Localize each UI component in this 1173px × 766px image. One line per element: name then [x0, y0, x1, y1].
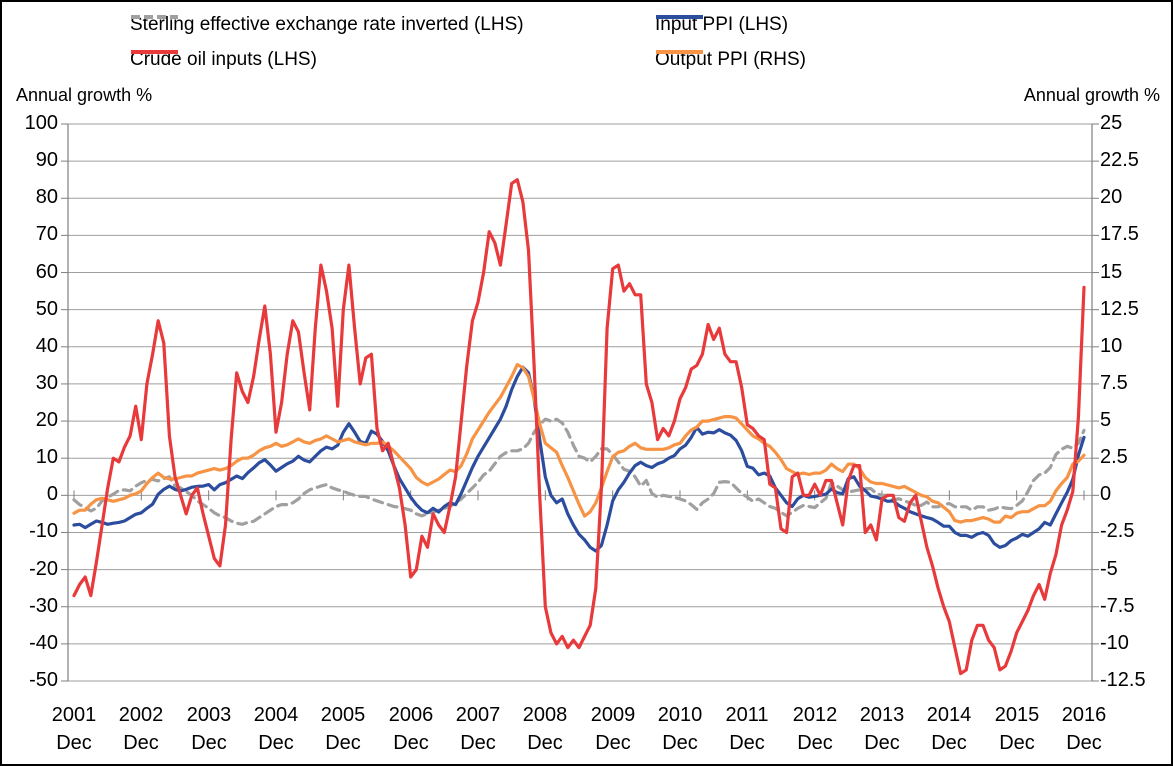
x-axis-month-label: Dec — [729, 732, 765, 754]
right-axis-tick-label: 0 — [1100, 483, 1112, 505]
left-axis-tick-label: 30 — [35, 372, 58, 394]
left-axis-tick-label: 40 — [35, 335, 58, 357]
dashed-line-sample-icon — [131, 15, 178, 19]
right-axis-tick-label: -10 — [1100, 632, 1129, 654]
x-axis-month-label: Dec — [191, 732, 227, 754]
series-line-crude-oil-inputs-lhs — [72, 178, 1086, 676]
right-axis-tick-label: 12.5 — [1100, 298, 1139, 320]
left-axis-tick-label: -30 — [29, 595, 58, 617]
left-axis-tick-label: 10 — [35, 446, 58, 468]
right-axis-tick-label: -12.5 — [1100, 669, 1146, 691]
left-axis-tick-label: 100 — [24, 112, 58, 134]
left-axis-tick-label: 80 — [35, 186, 58, 208]
left-axis-tick-label: 50 — [35, 298, 58, 320]
right-axis-tick-label: 15 — [1100, 261, 1123, 283]
x-axis-month-label: Dec — [1066, 732, 1102, 754]
x-axis-month-label: Dec — [662, 732, 698, 754]
x-axis-year-label: 2008 — [522, 704, 568, 726]
left-axis-tick-label: 0 — [46, 483, 58, 505]
right-axis-tick-label: 7.5 — [1100, 372, 1128, 394]
legend-item-sterling-eri: Sterling effective exchange rate inverte… — [130, 13, 524, 37]
legend-item-crude-oil: Crude oil inputs (LHS) — [130, 48, 317, 72]
x-axis-month-label: Dec — [258, 732, 294, 754]
x-axis-year-label: 2001 — [51, 704, 97, 726]
legend-label-input-ppi: Input PPI (LHS) — [655, 14, 789, 35]
x-axis-year-label: 2009 — [590, 704, 636, 726]
legend-item-input-ppi: Input PPI (LHS) — [655, 13, 788, 37]
left-axis-tick-label: 60 — [35, 261, 58, 283]
series-line-output-ppi-rhs — [72, 363, 1086, 524]
line-sample-icon — [656, 50, 703, 54]
x-axis-month-label: Dec — [595, 732, 631, 754]
right-axis-tick-label: -5 — [1100, 558, 1118, 580]
legend-label-sterling-eri: Sterling effective exchange rate inverte… — [130, 14, 524, 35]
left-axis-tick-label: 20 — [35, 409, 58, 431]
left-axis-tick-label: -40 — [29, 632, 58, 654]
legend-item-output-ppi: Output PPI (RHS) — [655, 48, 806, 72]
right-axis-tick-label: 10 — [1100, 335, 1123, 357]
line-sample-icon — [656, 15, 703, 19]
right-axis-tick-label: 5 — [1100, 409, 1112, 431]
left-axis-tick-label: 70 — [35, 223, 58, 245]
x-axis-month-label: Dec — [864, 732, 900, 754]
x-axis-year-label: 2005 — [320, 704, 366, 726]
series-line-sterling-effective-exchange-rate-inverted-lhs — [72, 417, 1086, 526]
left-axis-tick-label: -20 — [29, 558, 58, 580]
series-line-input-ppi-lhs — [72, 365, 1086, 553]
x-axis-month-label: Dec — [393, 732, 429, 754]
right-axis-tick-label: -7.5 — [1100, 595, 1135, 617]
left-axis-tick-label: -50 — [29, 669, 58, 691]
legend-label-crude-oil: Crude oil inputs (LHS) — [130, 49, 317, 70]
right-axis-tick-label: 2.5 — [1100, 446, 1128, 468]
x-axis-year-label: 2003 — [186, 704, 232, 726]
x-axis-year-label: 2006 — [388, 704, 434, 726]
legend-label-output-ppi: Output PPI (RHS) — [655, 49, 806, 70]
x-axis-year-label: 2007 — [455, 704, 501, 726]
x-axis-year-label: 2013 — [859, 704, 905, 726]
right-axis-tick-label: -2.5 — [1100, 520, 1135, 542]
x-axis-month-label: Dec — [325, 732, 361, 754]
right-axis-tick-label: 20 — [1100, 186, 1123, 208]
x-axis-year-label: 2012 — [792, 704, 838, 726]
x-axis-year-label: 2002 — [118, 704, 164, 726]
line-sample-icon — [131, 50, 178, 54]
x-axis-month-label: Dec — [123, 732, 159, 754]
left-axis-tick-label: -10 — [29, 520, 58, 542]
x-axis-year-label: 2011 — [725, 704, 769, 726]
x-axis-year-label: 2014 — [926, 704, 972, 726]
right-axis-tick-label: 22.5 — [1100, 149, 1139, 171]
x-axis-month-label: Dec — [931, 732, 967, 754]
left-axis-title: Annual growth % — [16, 85, 153, 105]
x-axis-year-label: 2015 — [994, 704, 1040, 726]
right-axis-tick-label: 17.5 — [1100, 223, 1139, 245]
x-axis-month-label: Dec — [460, 732, 496, 754]
right-axis-tick-label: 25 — [1100, 112, 1123, 134]
x-axis-year-label: 2010 — [657, 704, 703, 726]
x-axis-year-label: 2016 — [1061, 704, 1107, 726]
left-axis-tick-label: 90 — [35, 149, 58, 171]
right-axis-title: Annual growth % — [1023, 85, 1160, 105]
x-axis-month-label: Dec — [797, 732, 833, 754]
x-axis-year-label: 2004 — [253, 704, 299, 726]
x-axis-month-label: Dec — [527, 732, 563, 754]
x-axis-month-label: Dec — [999, 732, 1035, 754]
x-axis-month-label: Dec — [56, 732, 92, 754]
